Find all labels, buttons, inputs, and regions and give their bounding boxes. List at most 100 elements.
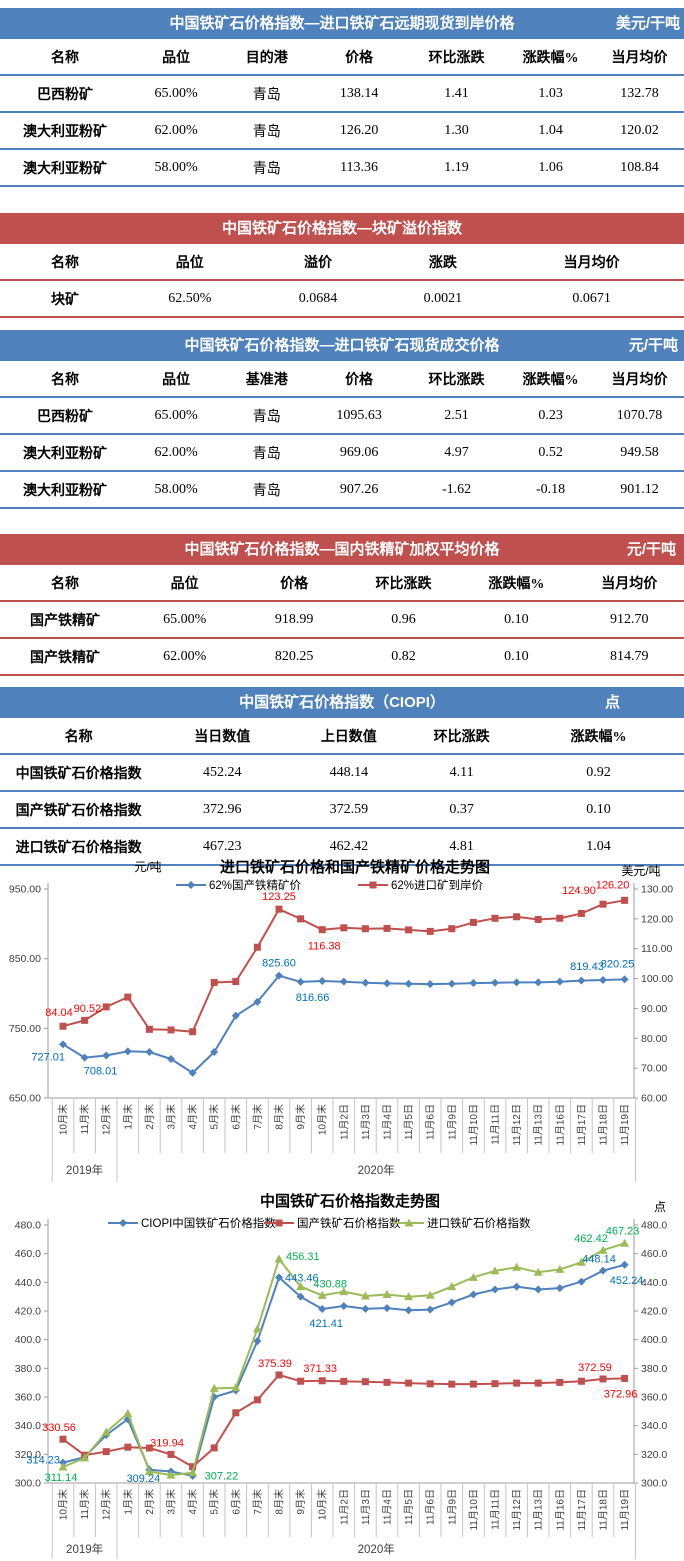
value-cell: 62.50%: [168, 290, 212, 306]
data-point-label: 307.22: [205, 1471, 239, 1483]
triangle-marker-icon: [188, 1468, 198, 1477]
left-axis-tick-label: 320.0: [15, 1449, 41, 1461]
diamond-marker-icon: [383, 979, 391, 988]
data-point-label: 816.66: [296, 992, 330, 1004]
triangle-marker-icon: [404, 1218, 414, 1227]
table-row: 澳大利亚粉矿 62.00% 青岛 126.20 1.30 1.04 120.02: [0, 112, 684, 149]
table-unit: 元/干吨: [628, 337, 678, 354]
right-axis-tick-label: 400.0: [641, 1334, 667, 1346]
diamond-marker-icon: [339, 977, 348, 986]
data-point-label: 90.52: [74, 1003, 102, 1015]
value-cell: 0.10: [504, 648, 529, 664]
triangle-marker-icon: [490, 1266, 500, 1275]
legend-label: 国产铁矿石价格指数: [297, 1216, 401, 1230]
data-point-label: 820.25: [601, 958, 635, 970]
data-point-label: 372.96: [604, 1388, 638, 1400]
column-header: 当月均价: [563, 255, 620, 271]
diamond-marker-icon: [491, 978, 499, 987]
value-cell: 462.42: [329, 838, 369, 854]
category-label: 11月末: [78, 1104, 91, 1134]
column-header: 品位: [162, 372, 191, 388]
value-cell: 0.96: [391, 611, 416, 627]
column-header: 涨跌幅%: [522, 372, 579, 388]
category-label: 12月末: [100, 1489, 113, 1520]
data-point-label: 311.14: [45, 1472, 78, 1484]
diamond-marker-icon: [534, 978, 543, 987]
value-cell: 372.59: [329, 801, 369, 817]
diamond-marker-icon: [318, 1304, 327, 1313]
table-row: 国产铁精矿 62.00% 820.25 0.82 0.10 814.79: [0, 638, 684, 675]
value-cell: 青岛: [252, 409, 281, 425]
value-cell: 1.04: [538, 122, 563, 138]
square-marker-icon: [369, 881, 377, 889]
data-point-label: 309.24: [127, 1473, 161, 1485]
diamond-marker-icon: [512, 1282, 521, 1291]
triangle-marker-icon: [576, 1257, 586, 1266]
square-marker-icon: [124, 993, 132, 1001]
category-label: 11月6日: [425, 1104, 437, 1140]
table-title-band: 中国铁矿石价格指数（CIOPI） 点: [0, 687, 684, 718]
value-cell: 0.37: [449, 801, 474, 817]
right-axis-tick-label: 90.00: [641, 1003, 667, 1015]
data-table: 名称 当日数值 上日数值 环比涨跌 涨跌幅% 中国铁矿石价格指数 452.24 448.14 4…: [0, 718, 684, 866]
value-cell: 901.12: [620, 481, 659, 497]
value-cell: 58.00%: [154, 159, 198, 175]
diamond-marker-icon: [404, 1306, 413, 1315]
value-cell: 448.14: [329, 764, 369, 780]
left-axis-tick-label: 650.00: [9, 1093, 41, 1105]
triangle-marker-icon: [209, 1383, 219, 1392]
triangle-marker-icon: [80, 1453, 90, 1462]
diamond-marker-icon: [599, 1266, 607, 1275]
diamond-marker-icon: [145, 1048, 154, 1057]
row-name-cell: 澳大利亚粉矿: [22, 161, 107, 177]
square-marker-icon: [448, 1380, 456, 1388]
triangle-marker-icon: [404, 1292, 414, 1301]
square-marker-icon: [621, 1374, 629, 1382]
square-marker-icon: [556, 1378, 564, 1386]
triangle-marker-icon: [166, 1470, 176, 1479]
value-cell: 65.00%: [154, 407, 198, 423]
table-3: 中国铁矿石价格指数—进口铁矿石现货成交价格 元/干吨 名称 品位 基准港 价格 环比涨跌 涨跌…: [0, 330, 684, 509]
legend-label: CIOPI中国铁矿石价格指数: [141, 1216, 276, 1230]
diamond-marker-icon: [275, 1273, 283, 1282]
table-unit: 元/干吨: [626, 541, 676, 558]
legend-label: 进口铁矿石价格指数: [427, 1216, 531, 1230]
value-cell: 62.00%: [154, 122, 198, 138]
diamond-marker-icon: [119, 1219, 127, 1227]
value-cell: 452.24: [203, 764, 242, 780]
category-label: 11月2日: [338, 1489, 350, 1525]
value-cell: 108.84: [620, 159, 659, 175]
value-cell: 青岛: [252, 483, 281, 499]
left-axis-tick-label: 850.00: [9, 953, 41, 965]
legend-label: 62%进口矿到岸价: [391, 879, 484, 892]
category-label: 6月末: [229, 1104, 242, 1130]
series-line: [62, 1263, 625, 1477]
value-cell: 0.92: [586, 764, 611, 780]
column-header: 当月均价: [601, 576, 658, 592]
series-1: [59, 971, 629, 1077]
series-2: [59, 1371, 629, 1471]
table-2: 中国铁矿石价格指数—块矿溢价指数 名称 品位 溢价 涨跌 当月均价 块矿 62.50% 0.06…: [0, 213, 684, 318]
value-cell: 0.10: [504, 611, 529, 627]
square-marker-icon: [318, 926, 326, 934]
square-marker-icon: [189, 1463, 197, 1471]
table-row: 澳大利亚粉矿 58.00% 青岛 907.26 -1.62 -0.18 901.12: [0, 471, 684, 508]
column-header: 名称: [64, 729, 93, 745]
year-label: 2020年: [358, 1163, 395, 1177]
data-point-label: 448.14: [582, 1254, 616, 1266]
data-table: 名称 品位 价格 环比涨跌 涨跌幅% 当月均价 国产铁精矿 65.00% 918.99 0.96 0…: [0, 565, 684, 676]
value-cell: 113.36: [340, 159, 379, 175]
legend-item: 62%国产铁精矿价: [176, 878, 302, 892]
column-header: 环比涨跌: [433, 729, 490, 745]
row-name-cell: 国产铁矿石价格指数: [15, 803, 142, 819]
chart-title: 中国铁矿石价格指数走势图: [260, 1192, 440, 1210]
square-marker-icon: [491, 914, 499, 922]
category-label: 10月末: [316, 1104, 329, 1135]
value-cell: 4.97: [444, 444, 469, 460]
triangle-marker-icon: [620, 1238, 630, 1247]
value-cell: 0.0021: [423, 290, 463, 306]
square-marker-icon: [469, 1380, 477, 1388]
category-label: 11月4日: [382, 1104, 394, 1140]
table-title: 中国铁矿石价格指数—块矿溢价指数: [221, 220, 462, 237]
